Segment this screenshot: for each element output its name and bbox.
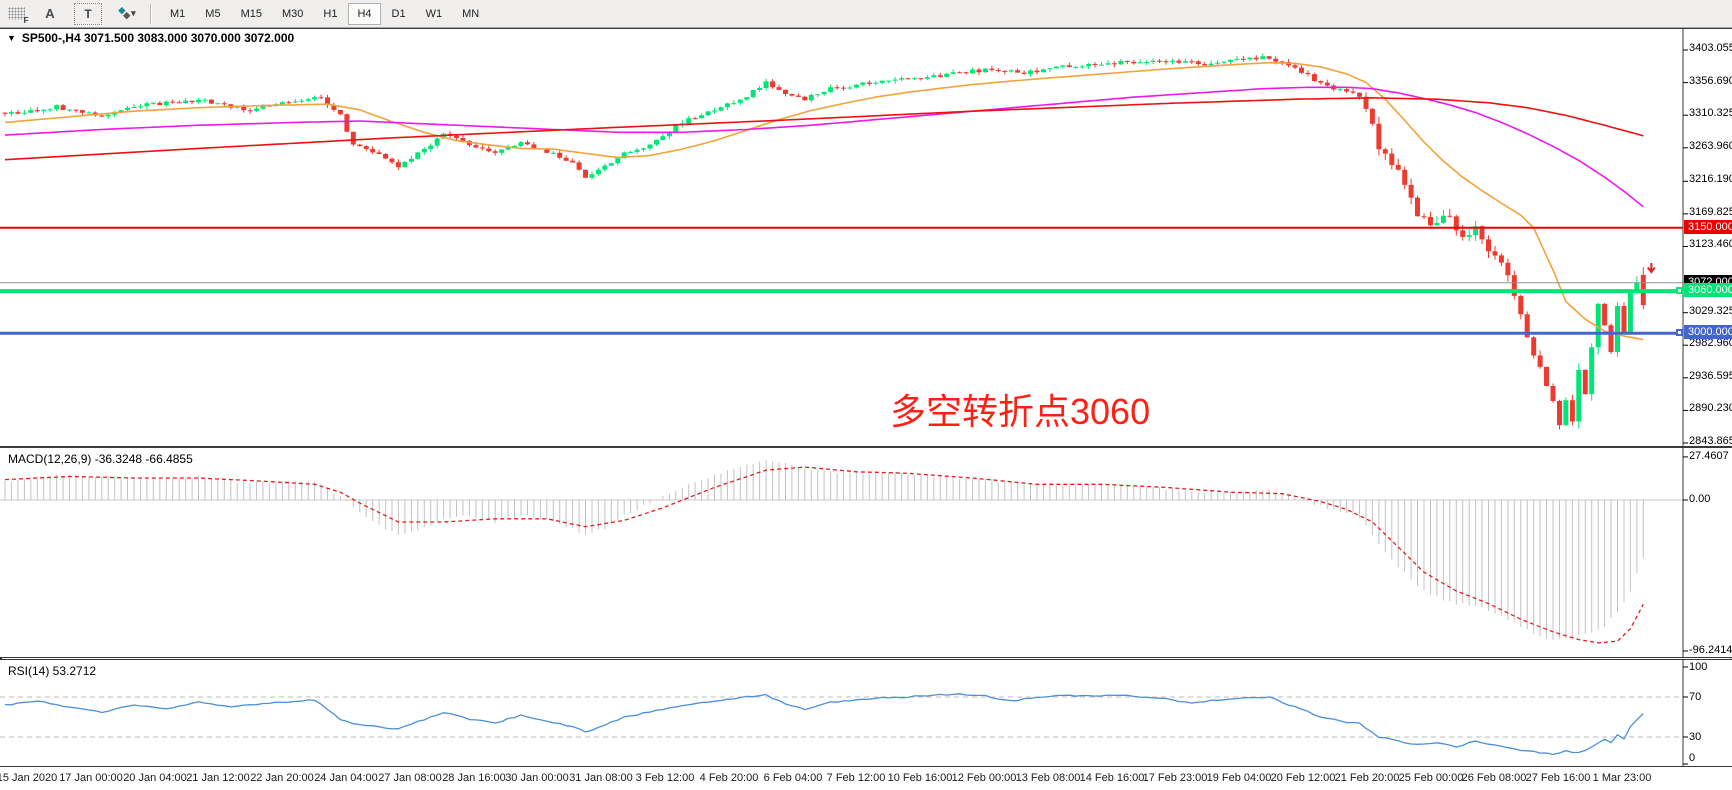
rsi-tick-label: 0 [1689,752,1696,764]
ma-line-slow [4,96,1644,161]
chart-title: ▼ SP500-,H4 3071.500 3083.000 3070.000 3… [7,31,294,45]
chevron-down-icon[interactable]: ▾ [131,8,135,18]
text-box-icon[interactable]: T [74,2,102,25]
macd-histogram [4,460,1644,640]
time-axis-label: 21 Feb 20:00 [1334,772,1400,784]
price-tick-label: 3263.960 [1689,140,1732,152]
time-axis-label: 6 Feb 04:00 [763,772,823,784]
price-tick-label: 3216.190 [1689,173,1732,185]
macd-tick-label: -96.2414 [1689,644,1732,656]
price-tick-label: 2982.960 [1689,337,1732,349]
time-axis-label: 25 Feb 00:00 [1398,772,1464,784]
timeframe-button-m15[interactable]: M15 [240,7,262,20]
toolbar-separator [150,3,152,24]
price-tick-label: 3169.825 [1689,206,1732,218]
timeframe-button-m1[interactable]: M1 [170,7,186,20]
timeframe-button-d1[interactable]: D1 [391,7,406,20]
time-axis-label: 4 Feb 20:00 [699,772,759,784]
diamond-icon: ◆ [123,10,130,20]
time-axis-label: 19 Feb 04:00 [1206,772,1272,784]
bear-candle-bodies [2,56,1646,426]
chart-annotation: 多空转折点3060 [890,391,1151,432]
rsi-panel[interactable] [0,659,1732,767]
time-axis-label: 31 Jan 08:00 [569,772,633,784]
macd-label: MACD(12,26,9) -36.3248 -66.4855 [8,452,193,466]
time-axis-label: 17 Jan 00:00 [59,772,123,784]
time-axis-label: 7 Feb 12:00 [826,772,886,784]
main-chart-panel[interactable] [0,28,1732,447]
rsi-tick-label: 100 [1689,661,1708,673]
time-axis-label: 12 Feb 00:00 [951,772,1017,784]
freehand-draw-icon[interactable]: F [6,4,29,25]
price-line-label-3000[interactable]: 3000.000 [1684,325,1732,339]
chart-area: ▼ SP500-,H4 3071.500 3083.000 3070.000 3… [0,28,1732,790]
price-tick-label: 2890.230 [1689,402,1732,414]
line-anchor-handle[interactable] [1676,287,1683,294]
timeframe-buttons: M1 M5 M15 M30 H1 H4 D1 W1 MN [160,2,489,25]
symbol-ohlc-text: SP500-,H4 3071.500 3083.000 3070.000 307… [21,31,295,45]
price-line-label-3060[interactable]: 3060.000 [1684,283,1732,297]
ma-line-fast [4,61,1644,341]
macd-signal-line [4,466,1644,644]
macd-tick-label: 27.4607 [1689,450,1729,462]
timeframe-button-mn[interactable]: MN [462,7,480,20]
macd-plot[interactable] [0,448,1732,657]
rsi-line [4,693,1644,756]
time-axis-label: 13 Feb 08:00 [1015,772,1081,784]
price-tick-label: 2843.865 [1689,435,1732,447]
rsi-plot[interactable] [0,660,1732,766]
time-axis-label: 10 Feb 16:00 [887,772,953,784]
time-axis-label: 20 Feb 12:00 [1270,772,1336,784]
rsi-tick-label: 70 [1689,691,1702,703]
time-axis-label: 27 Feb 16:00 [1525,772,1591,784]
time-axis-label: 26 Feb 08:00 [1461,772,1527,784]
time-axis-label: 17 Feb 23:00 [1142,772,1208,784]
time-axis-label: 15 Jan 2020 [0,772,58,784]
time-axis-label: 20 Jan 04:00 [123,772,187,784]
timeframe-button-m30[interactable]: M30 [281,7,304,20]
timeframe-button-m5[interactable]: M5 [205,7,221,20]
line-anchor-handle[interactable] [1676,329,1683,336]
price-tick-label: 2936.595 [1689,370,1732,382]
time-axis-label: 28 Jan 16:00 [442,772,506,784]
price-tick-label: 3123.460 [1689,238,1732,250]
drawing-tools: F A T ◆ ◆ ▾ [0,2,136,25]
price-tick-label: 3310.325 [1689,107,1732,119]
time-axis-label: 21 Jan 12:00 [186,772,250,784]
diamond-icon: ◆ [118,5,125,15]
timeframe-button-w1[interactable]: W1 [425,7,443,20]
timeframe-button-h4[interactable]: H4 [348,2,381,25]
timeframe-button-h1[interactable]: H1 [323,7,338,20]
ma-line-mid [4,86,1644,208]
price-tick-label: 3403.055 [1689,42,1732,54]
rsi-tick-label: 30 [1689,731,1702,743]
text-label-icon[interactable]: A [45,6,55,21]
price-tick-label: 3029.325 [1689,305,1732,317]
collapse-icon[interactable]: ▼ [7,33,16,43]
price-tick-label: 3356.690 [1689,75,1732,87]
price-line-label-3150[interactable]: 3150.000 [1684,220,1732,234]
time-axis-label: 3 Feb 12:00 [635,772,695,784]
time-axis-label: 14 Feb 16:00 [1079,772,1145,784]
dots-grid-icon: F [7,7,29,25]
rsi-label: RSI(14) 53.2712 [8,664,97,678]
time-axis-label: 22 Jan 20:00 [250,772,314,784]
macd-tick-label: 0.00 [1689,493,1711,505]
main-plot[interactable] [0,29,1732,446]
time-axis[interactable]: 15 Jan 2020 17 Jan 00:00 20 Jan 04:00 21 Ja… [0,767,1732,790]
bull-candle-bodies [8,56,1640,426]
arrow-objects-icon[interactable]: ◆ ◆ ▾ [116,4,136,24]
toolbar: F A T ◆ ◆ ▾ M1 M5 M15 M30 H1 H4 D1 W1 MN [0,0,1732,28]
time-axis-label: 24 Jan 04:00 [314,772,378,784]
time-axis-label: 27 Jan 08:00 [378,772,442,784]
time-axis-label: 30 Jan 00:00 [505,772,569,784]
sell-arrow-icon [1647,263,1656,274]
time-axis-label: 1 Mar 23:00 [1592,772,1652,784]
